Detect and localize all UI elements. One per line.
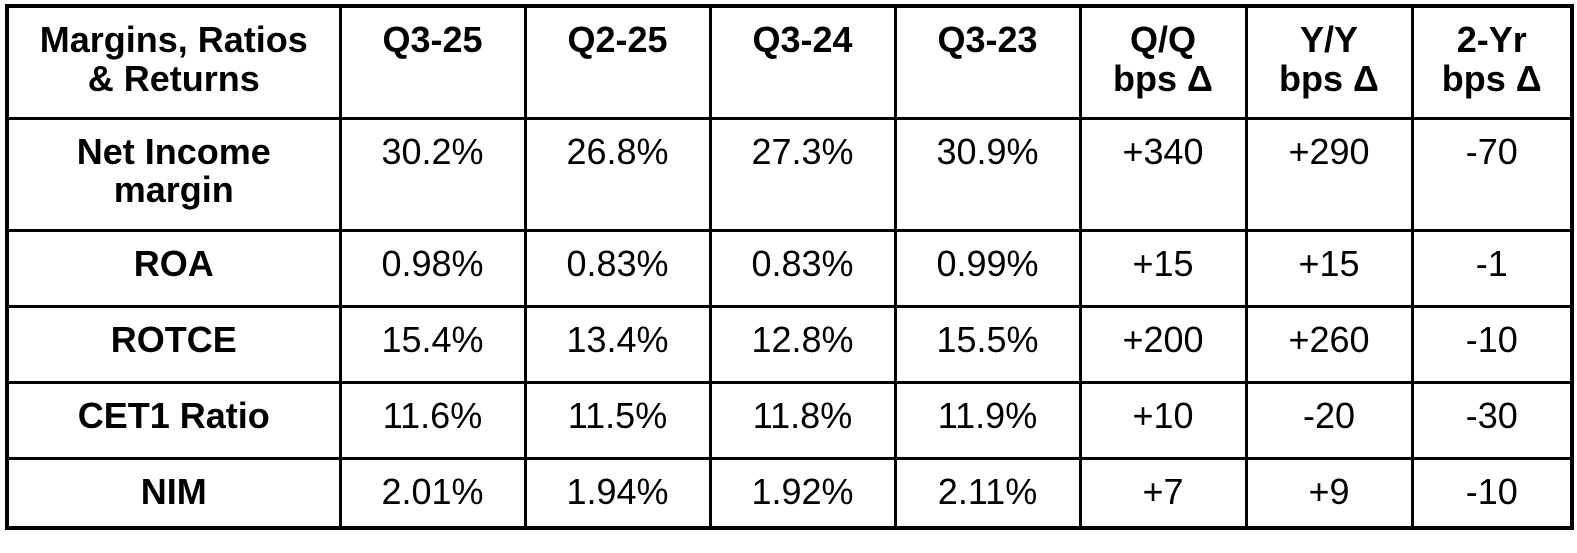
table-row-cet1-ratio: CET1 Ratio 11.6% 11.5% 11.8% 11.9% +10 -… <box>5 380 1574 460</box>
header-cell-q3-25: Q3-25 <box>338 4 527 120</box>
row-label-net-income-margin: Net Income margin <box>5 116 342 232</box>
table-cell: -20 <box>1244 380 1414 460</box>
table-cell: 12.8% <box>708 304 897 384</box>
header-cell-2yr-bps-delta: 2-Yr bps Δ <box>1410 4 1574 120</box>
table-cell: 30.9% <box>893 116 1082 232</box>
header-cell-margins-ratios-returns: Margins, Ratios & Returns <box>5 4 342 120</box>
header-cell-q2-25: Q2-25 <box>523 4 712 120</box>
table-cell: 0.98% <box>338 228 527 308</box>
table-cell: +200 <box>1078 304 1248 384</box>
row-label-nim: NIM <box>5 456 342 530</box>
table-cell: +15 <box>1078 228 1248 308</box>
table-cell: -10 <box>1410 304 1574 384</box>
table-cell: 0.99% <box>893 228 1082 308</box>
table-cell: -30 <box>1410 380 1574 460</box>
row-label-cet1-ratio: CET1 Ratio <box>5 380 342 460</box>
table-cell: +340 <box>1078 116 1248 232</box>
header-cell-yy-bps-delta: Y/Y bps Δ <box>1244 4 1414 120</box>
table-cell: -70 <box>1410 116 1574 232</box>
table-row-rotce: ROTCE 15.4% 13.4% 12.8% 15.5% +200 +260 … <box>5 304 1574 384</box>
row-label-rotce: ROTCE <box>5 304 342 384</box>
table-cell: 30.2% <box>338 116 527 232</box>
table-row-net-income-margin: Net Income margin 30.2% 26.8% 27.3% 30.9… <box>5 116 1574 232</box>
table-cell: 1.92% <box>708 456 897 530</box>
table-cell: 0.83% <box>523 228 712 308</box>
table-cell: +9 <box>1244 456 1414 530</box>
table-cell: +260 <box>1244 304 1414 384</box>
table-cell: -10 <box>1410 456 1574 530</box>
header-cell-q3-24: Q3-24 <box>708 4 897 120</box>
margins-ratios-returns-table: Margins, Ratios & Returns Q3-25 Q2-25 Q3… <box>5 4 1574 530</box>
header-cell-qq-bps-delta: Q/Q bps Δ <box>1078 4 1248 120</box>
table-cell: 1.94% <box>523 456 712 530</box>
header-row: Margins, Ratios & Returns Q3-25 Q2-25 Q3… <box>5 4 1574 120</box>
table-cell: 15.4% <box>338 304 527 384</box>
metrics-table-container: Margins, Ratios & Returns Q3-25 Q2-25 Q3… <box>5 4 1574 530</box>
table-cell: 11.8% <box>708 380 897 460</box>
table-cell: +290 <box>1244 116 1414 232</box>
table-cell: 26.8% <box>523 116 712 232</box>
row-label-roa: ROA <box>5 228 342 308</box>
table-cell: 2.11% <box>893 456 1082 530</box>
table-cell: +15 <box>1244 228 1414 308</box>
table-cell: 13.4% <box>523 304 712 384</box>
table-cell: 11.9% <box>893 380 1082 460</box>
table-row-roa: ROA 0.98% 0.83% 0.83% 0.99% +15 +15 -1 <box>5 228 1574 308</box>
header-cell-q3-23: Q3-23 <box>893 4 1082 120</box>
table-cell: 15.5% <box>893 304 1082 384</box>
table-cell: +7 <box>1078 456 1248 530</box>
table-cell: +10 <box>1078 380 1248 460</box>
table-cell: 27.3% <box>708 116 897 232</box>
table-cell: 2.01% <box>338 456 527 530</box>
table-cell: -1 <box>1410 228 1574 308</box>
table-row-nim: NIM 2.01% 1.94% 1.92% 2.11% +7 +9 -10 <box>5 456 1574 530</box>
table-cell: 11.6% <box>338 380 527 460</box>
table-cell: 0.83% <box>708 228 897 308</box>
table-cell: 11.5% <box>523 380 712 460</box>
